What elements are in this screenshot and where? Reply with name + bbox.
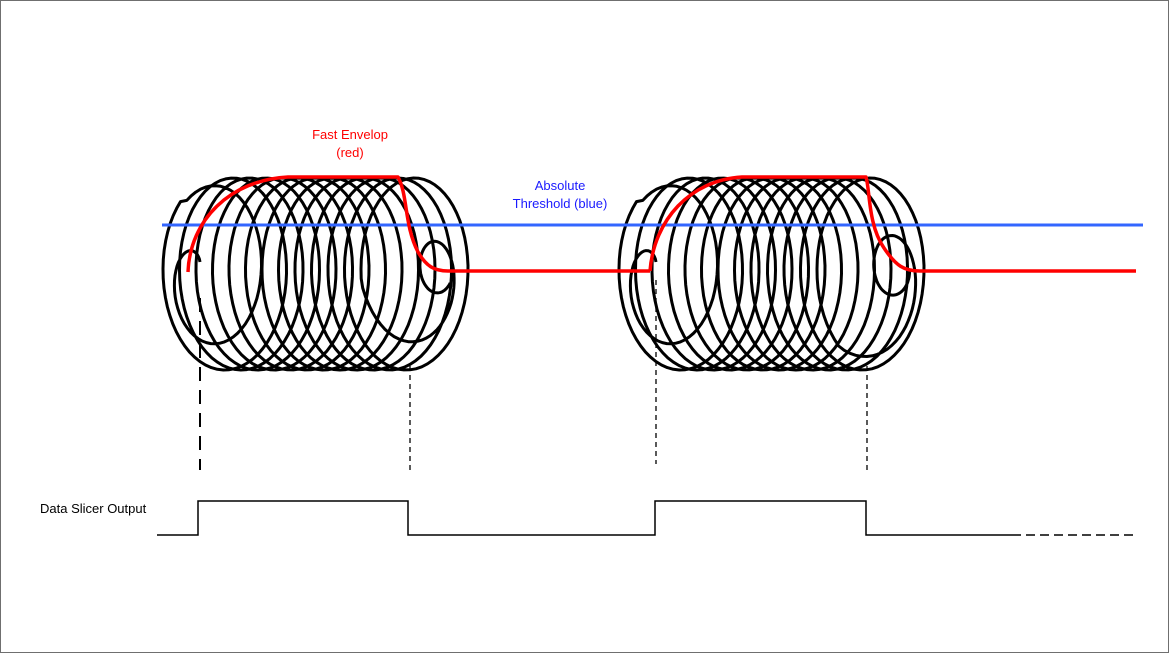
data-slicer-output-waveform [157,500,1134,536]
fast-envelope-curve-1 [186,175,650,273]
fast-envelope-curves [186,175,1136,273]
fast-envelope-label: Fast Envelop (red) [290,126,410,162]
fast-envelope-label-line1: Fast Envelop [312,127,388,142]
fast-envelope-label-line2: (red) [336,145,364,160]
marker-lines [199,280,868,470]
signal-bursts [161,176,926,372]
absolute-threshold-label: Absolute Threshold (blue) [490,177,630,213]
signal-burst-2 [617,176,926,372]
absolute-threshold-label-line2: Threshold (blue) [512,196,608,211]
slicer-output-trace [157,500,1012,536]
fast-envelope-curve-2 [648,175,1136,273]
absolute-threshold-label-line1: Absolute [534,178,586,193]
signal-burst-1 [161,176,470,372]
data-slicer-output-label: Data Slicer Output [40,501,147,516]
